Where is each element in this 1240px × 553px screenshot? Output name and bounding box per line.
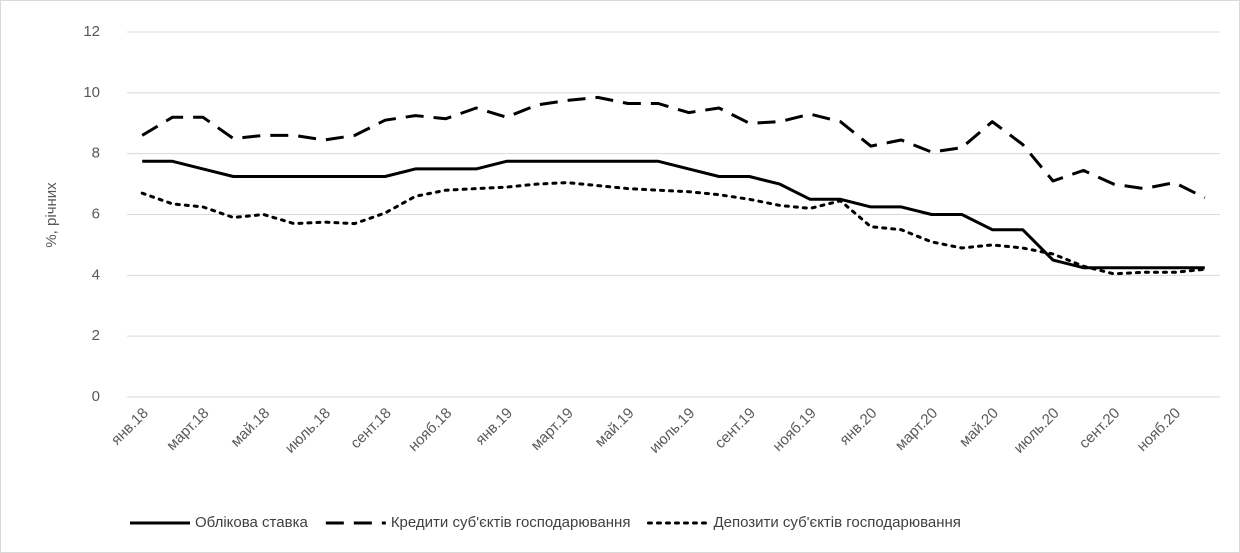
y-tick-label: 12 <box>83 23 100 40</box>
line-series <box>142 159 1205 270</box>
legend-label: Облікова ставка <box>195 514 308 531</box>
y-tick-label: 8 <box>92 145 100 162</box>
y-tick-label: 6 <box>92 205 100 222</box>
y-tick-label: 4 <box>92 266 100 283</box>
y-tick-label: 10 <box>83 84 100 101</box>
legend-label: Депозити суб'єктів господарювання <box>713 514 960 531</box>
y-tick-label: 0 <box>92 388 100 405</box>
y-axis-label: %, річних <box>43 182 60 248</box>
legend-label: Кредити суб'єктів господарювання <box>391 514 631 531</box>
line-series <box>140 181 1207 276</box>
y-tick-label: 2 <box>92 327 100 344</box>
